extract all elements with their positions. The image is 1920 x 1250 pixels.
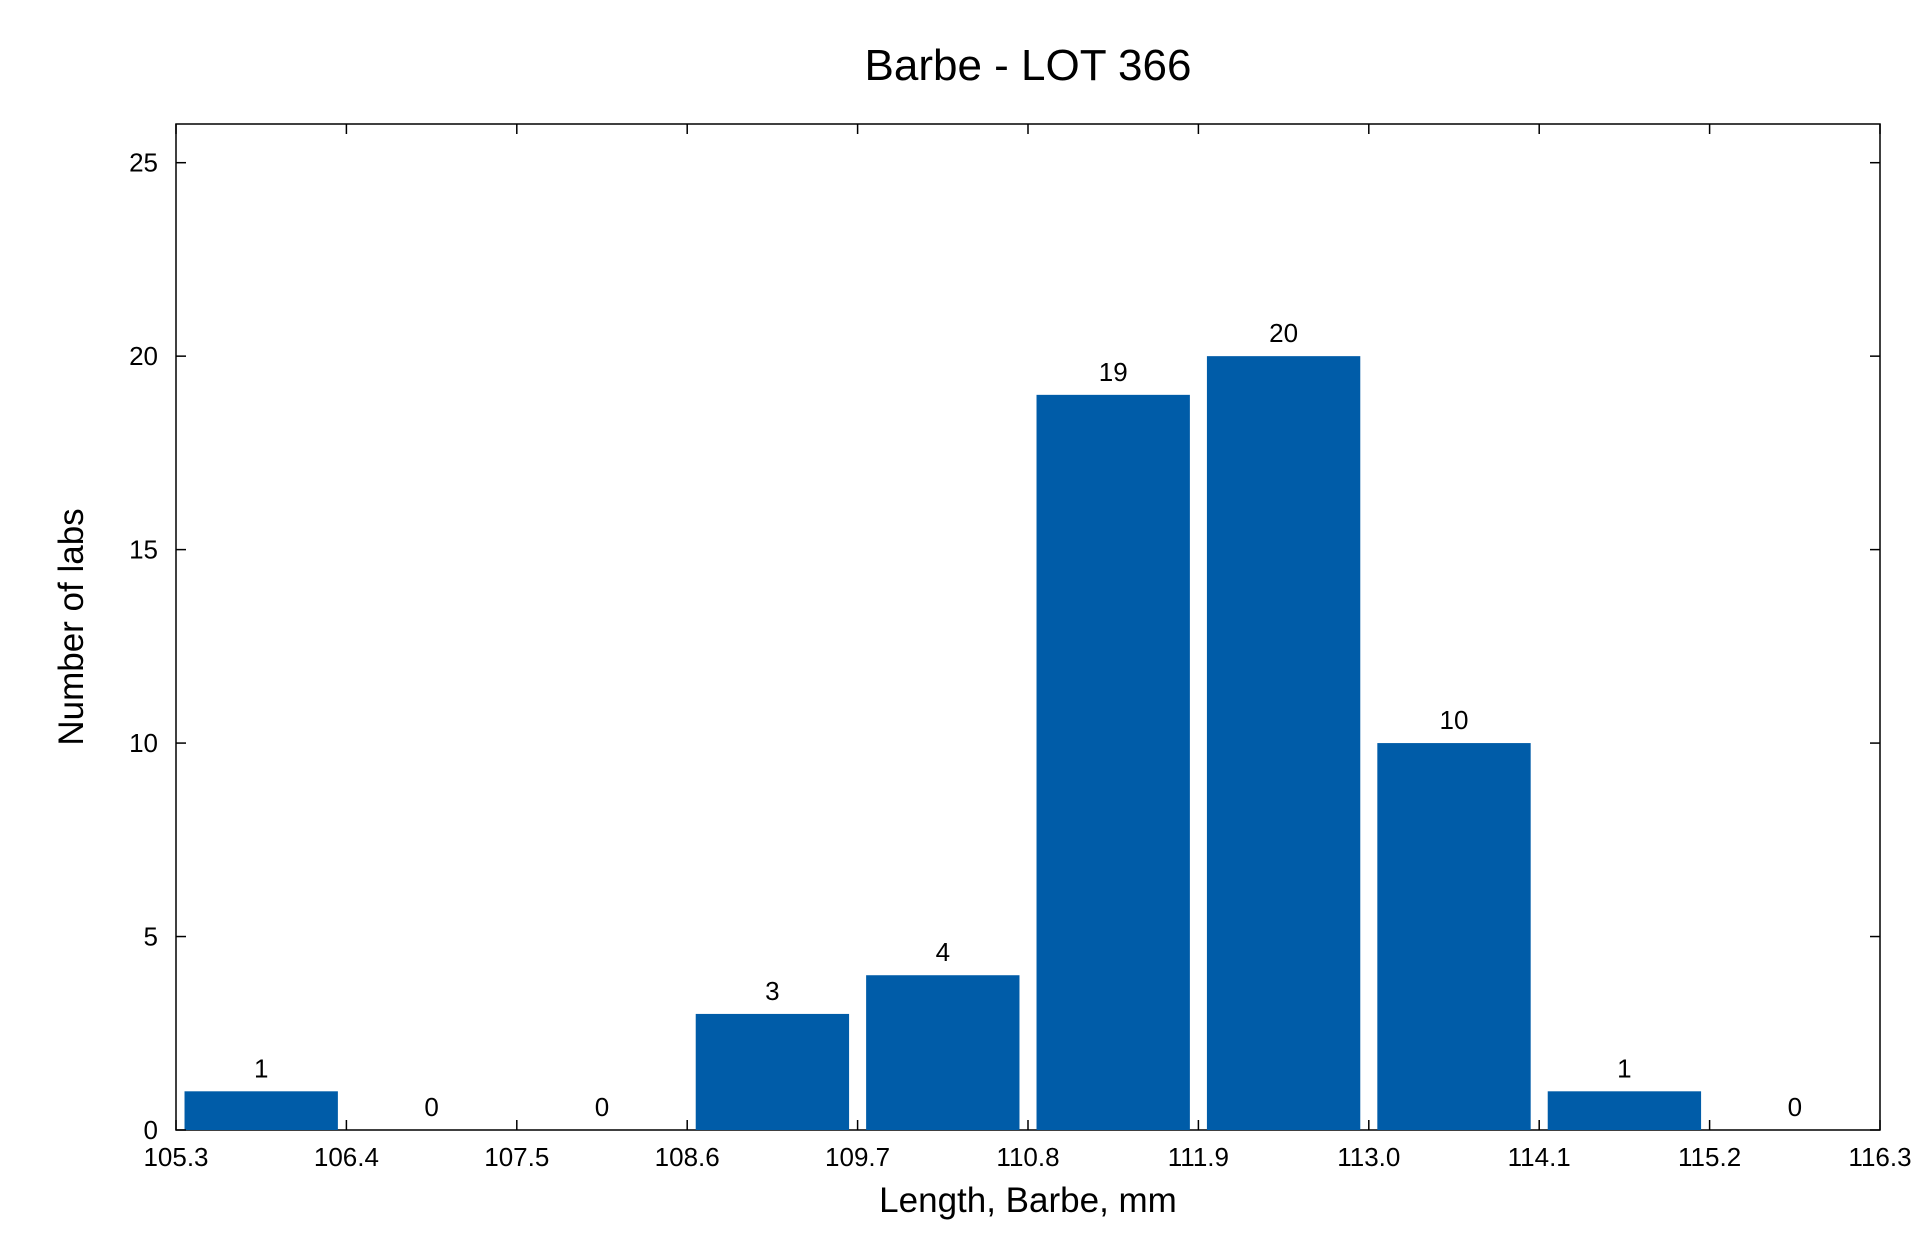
- y-tick-label: 20: [129, 341, 158, 371]
- bars-group: [184, 356, 1702, 1131]
- x-tick-label: 106.4: [314, 1142, 379, 1172]
- bar-value-label: 0: [1788, 1092, 1802, 1122]
- x-tick-label: 107.5: [484, 1142, 549, 1172]
- histogram-bar: [1036, 394, 1190, 1130]
- bar-value-label: 19: [1099, 357, 1128, 387]
- x-tick-label: 114.1: [1508, 1142, 1571, 1172]
- histogram-bar: [1377, 743, 1531, 1130]
- x-tick-label: 109.7: [825, 1142, 890, 1172]
- y-tick-label: 5: [144, 922, 158, 952]
- x-tick-label: 108.6: [655, 1142, 720, 1172]
- bar-value-label: 1: [254, 1053, 268, 1083]
- y-tick-label: 15: [129, 535, 158, 565]
- y-tick-label: 10: [129, 728, 158, 758]
- histogram-bar: [866, 975, 1020, 1130]
- histogram-bar: [695, 1013, 850, 1130]
- x-tick-label: 113.0: [1337, 1142, 1400, 1172]
- bar-value-label: 3: [765, 976, 779, 1006]
- bar-value-label: 0: [424, 1092, 438, 1122]
- x-tick-label: 115.2: [1678, 1142, 1741, 1172]
- histogram-bar: [1547, 1091, 1702, 1130]
- x-ticks-group: 105.3 106.4 107.5 108.6 109.7 110.8 111.9 113.0…: [143, 124, 1912, 1172]
- y-tick-label: 0: [144, 1115, 158, 1145]
- chart-title: Barbe - LOT 366: [865, 41, 1192, 90]
- bar-value-label: 0: [595, 1092, 609, 1122]
- y-axis-label: Number of labs: [52, 508, 91, 745]
- x-tick-label: 111.9: [1168, 1142, 1229, 1172]
- x-tick-label: 110.8: [996, 1142, 1059, 1172]
- bar-value-label: 4: [936, 937, 950, 967]
- y-tick-label: 25: [129, 148, 158, 178]
- x-axis-label: Length, Barbe, mm: [879, 1181, 1177, 1220]
- x-tick-label: 116.3: [1848, 1142, 1911, 1172]
- bar-value-label: 1: [1617, 1053, 1631, 1083]
- histogram-bar: [1206, 356, 1361, 1131]
- bar-value-label: 20: [1269, 318, 1298, 348]
- histogram-bar: [184, 1091, 338, 1130]
- x-tick-label: 105.3: [143, 1142, 208, 1172]
- plot-area: [175, 123, 1881, 1131]
- bar-value-label: 10: [1440, 705, 1469, 735]
